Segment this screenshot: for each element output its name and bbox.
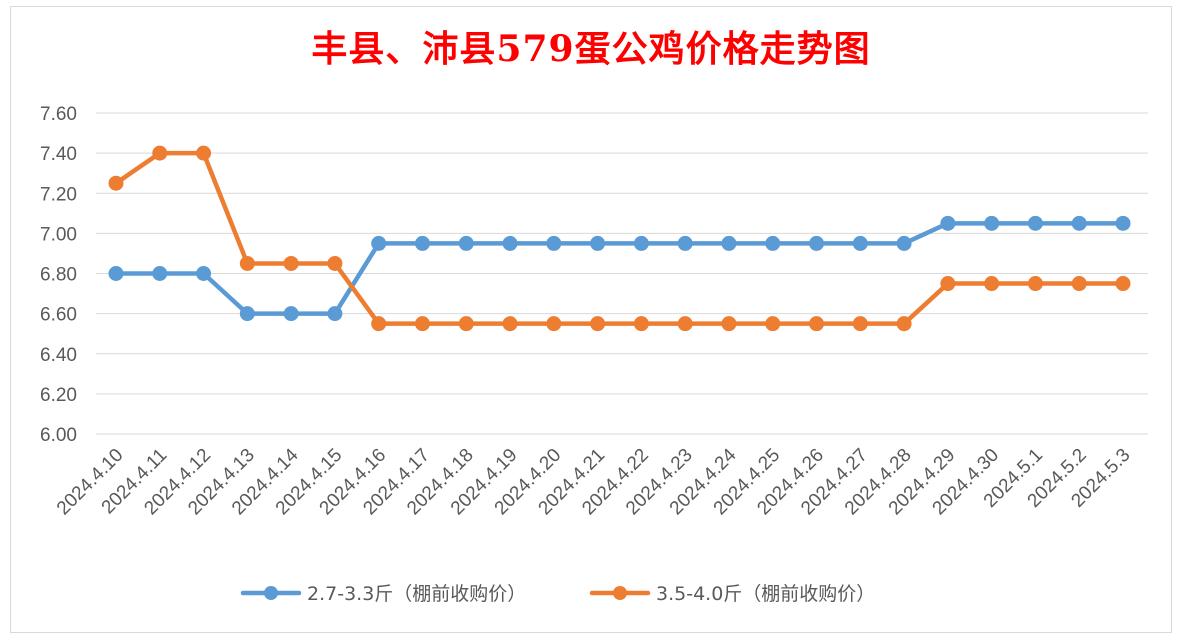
series-2-point [458,316,474,332]
series-1-point [414,235,430,251]
series-2-point [940,276,956,292]
series-2-point [1027,276,1043,292]
y-tick-label: 6.20 [40,385,77,406]
series-2-point [327,255,343,271]
series-1-point [809,235,825,251]
y-tick-label: 7.00 [40,224,77,245]
series-1-point [940,215,956,231]
series-1-point [502,235,518,251]
series-2-point [1115,276,1131,292]
series-2-point [283,255,299,271]
series-2-point [502,316,518,332]
y-tick-label: 6.00 [40,425,77,446]
series-2-point [590,316,606,332]
series-1-point [1115,215,1131,231]
series-1-point [458,235,474,251]
series-1-point [984,215,1000,231]
series-2-point [765,316,781,332]
series-2-point [633,316,649,332]
y-tick-label: 6.60 [40,305,77,326]
legend-marker-1 [264,586,278,600]
series-2-point [239,255,255,271]
series-1-point [633,235,649,251]
series-2-point [414,316,430,332]
legend-label-1: 2.7-3.3斤（棚前收购价） [307,583,526,605]
chart-frame [10,6,1172,633]
series-1-point [108,266,124,281]
series-2-point [809,316,825,332]
series-1-point [152,266,168,281]
series-2-point [371,316,387,332]
series-1-point [546,235,562,251]
series-2-point [984,276,1000,292]
series-1-point [765,235,781,251]
y-tick-label: 6.80 [40,265,77,286]
y-tick-label: 7.20 [40,184,77,205]
series-2-point [152,145,168,161]
chart-title: 丰县、沛县579蛋公鸡价格走势图 [311,28,871,70]
series-2-point [1071,276,1087,292]
series-1-point [1027,215,1043,231]
series-2-point [677,316,693,332]
series-1-point [283,306,299,322]
y-tick-label: 7.40 [40,144,77,165]
series-1-point [677,235,693,251]
series-1-point [590,235,606,251]
series-2-point [546,316,562,332]
series-1-point [1071,215,1087,231]
y-tick-label: 6.40 [40,345,77,366]
series-2-point [852,316,868,332]
series-2-point [896,316,912,332]
series-1-point [239,306,255,322]
series-1-point [721,235,737,251]
series-1-point [327,306,343,322]
legend-label-2: 3.5-4.0斤（棚前收购价） [656,583,875,605]
legend-marker-2 [613,586,627,600]
series-line-1 [113,221,1126,316]
series-line-2 [113,150,1126,326]
series-1-point [371,235,387,251]
series-1-point [896,235,912,251]
series-1-point [196,266,212,281]
y-tick-label: 7.60 [40,104,77,125]
series-1-point [852,235,868,251]
series-2-point [196,145,212,161]
series-2-point [108,175,124,191]
series-2-point [721,316,737,332]
